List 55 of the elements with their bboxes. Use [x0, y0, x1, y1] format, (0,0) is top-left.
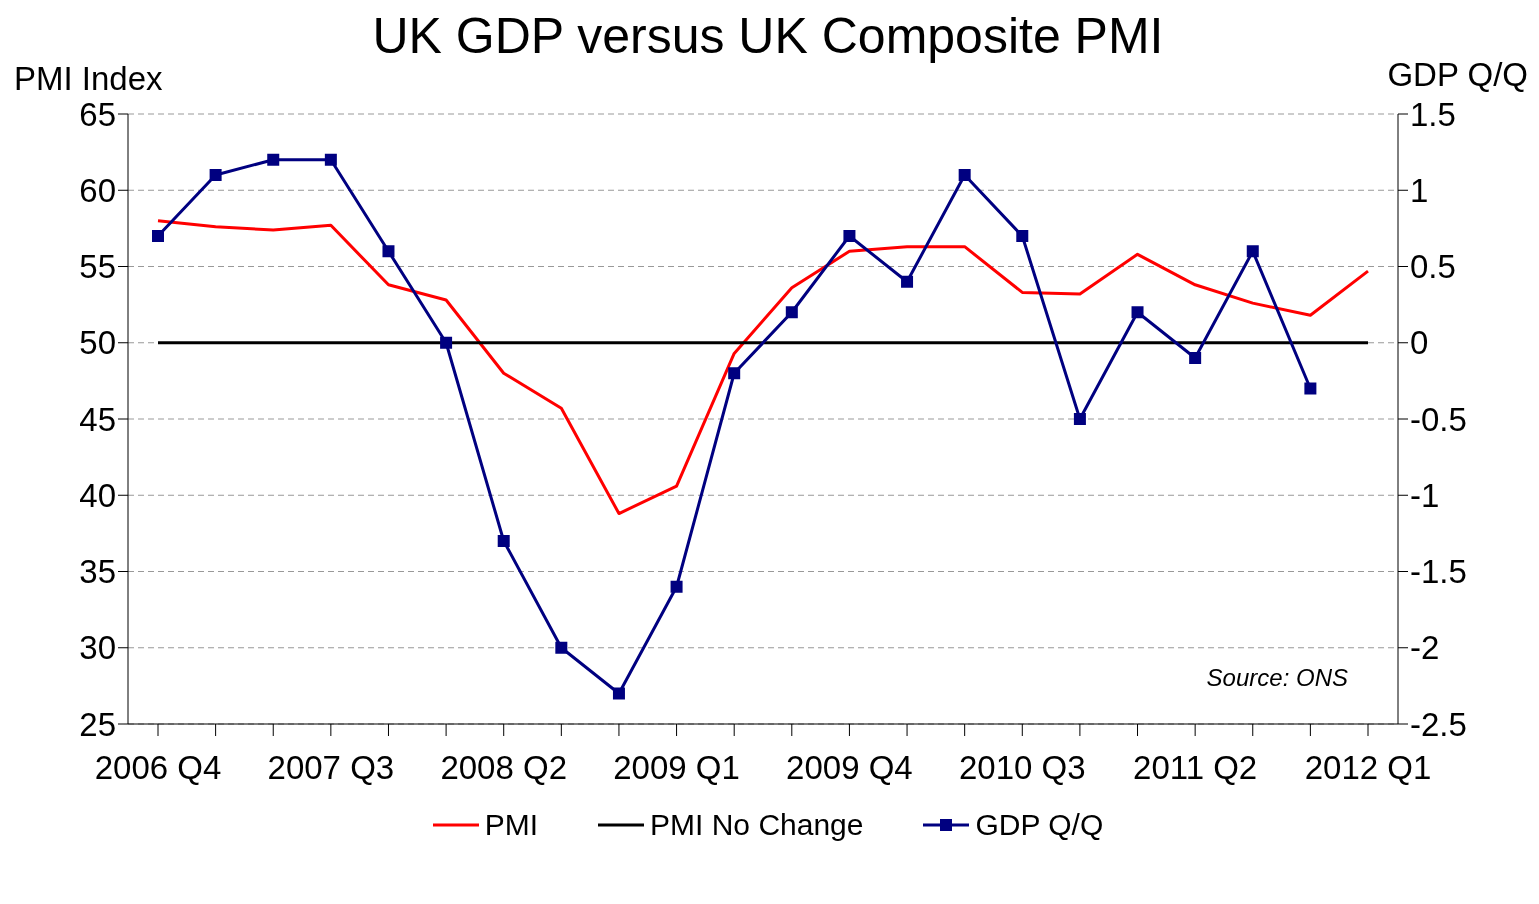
x-tick-label: 2010 Q3	[958, 749, 1086, 787]
chart-title: UK GDP versus UK Composite PMI	[372, 8, 1164, 64]
point	[670, 580, 683, 593]
y2-axis-title: GDP Q/Q	[1387, 56, 1528, 94]
y-tick-label: 40	[79, 476, 116, 514]
point	[324, 153, 337, 166]
point	[843, 230, 856, 242]
x-tick-label: 2009 Q1	[613, 749, 740, 787]
y2-tick-label: -0.5	[1410, 400, 1467, 438]
point	[1189, 352, 1202, 364]
point	[1304, 382, 1317, 395]
point	[555, 641, 568, 654]
y-tick-label: 25	[79, 705, 116, 743]
y-tick-label: 65	[79, 95, 116, 133]
line-series	[156, 219, 1370, 516]
x-tick-label: 2012 Q1	[1304, 749, 1432, 787]
y-tick-label: 50	[79, 324, 116, 362]
y-tick-label: 60	[79, 171, 116, 209]
legend-label: PMI No Change	[650, 808, 864, 842]
y2-tick-label: 0.5	[1410, 248, 1456, 286]
point	[1016, 230, 1029, 242]
point	[1131, 306, 1144, 319]
point	[612, 687, 625, 700]
y2-tick-label: 1	[1410, 171, 1429, 209]
x-tick-label: 2006 Q4	[94, 749, 222, 787]
point	[1246, 245, 1259, 258]
point	[209, 169, 222, 181]
y-tick-label: 45	[79, 400, 116, 438]
y2-tick-label: -1.5	[1410, 553, 1467, 591]
y2-tick-label: -2.5	[1410, 705, 1467, 743]
y2-tick-label: 1.5	[1410, 95, 1456, 133]
point	[901, 275, 914, 288]
point	[440, 336, 453, 349]
point	[267, 153, 280, 166]
y-tick-label: 30	[79, 629, 116, 667]
y2-tick-label: -1	[1410, 476, 1440, 514]
x-tick-label: 2009 Q4	[786, 749, 913, 787]
annotation: Source: ONS	[1206, 664, 1348, 692]
y-axis-title: PMI Index	[14, 60, 163, 98]
point	[785, 306, 798, 319]
point	[1073, 413, 1086, 425]
legend-label: PMI	[484, 808, 539, 842]
point	[497, 535, 510, 547]
x-tick-label: 2011 Q2	[1133, 749, 1258, 787]
y-tick-label: 35	[79, 553, 116, 591]
y2-tick-label: 0	[1410, 324, 1429, 362]
y2-tick-label: -2	[1410, 629, 1440, 667]
legend-label: GDP Q/Q	[975, 808, 1104, 842]
y-tick-label: 55	[79, 248, 116, 286]
x-tick-label: 2007 Q3	[267, 749, 395, 787]
x-tick-label: 2008 Q2	[440, 749, 568, 787]
point	[958, 169, 971, 181]
point	[728, 367, 741, 380]
point	[382, 245, 395, 258]
point	[152, 230, 164, 242]
